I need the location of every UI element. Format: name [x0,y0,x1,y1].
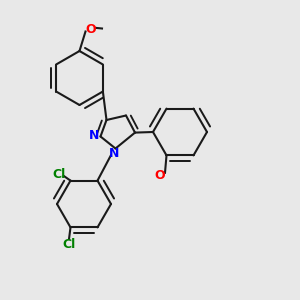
Text: Cl: Cl [62,238,76,251]
Text: O: O [154,169,165,182]
Text: O: O [85,22,96,36]
Text: N: N [109,147,119,161]
Text: N: N [89,129,99,142]
Text: Cl: Cl [52,168,66,181]
